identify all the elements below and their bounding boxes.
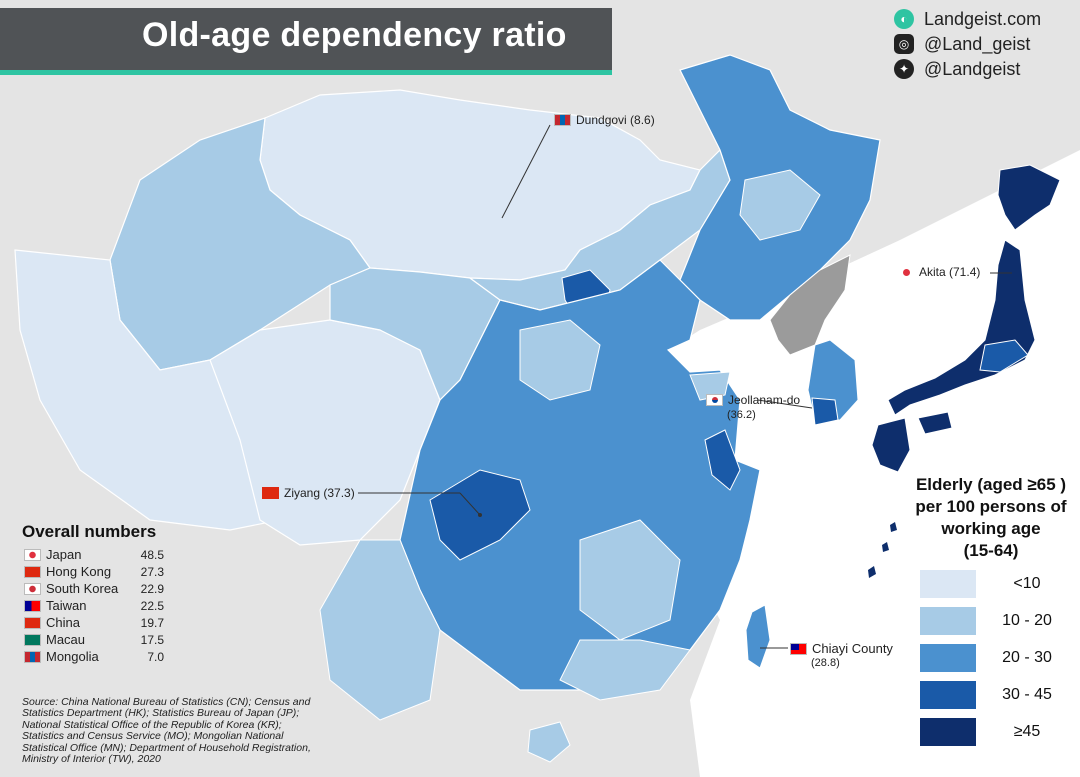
social-website-label: Landgeist.com	[924, 8, 1042, 29]
overall-row-name: Macau	[46, 632, 86, 647]
overall-row: Macau 17.5	[24, 631, 164, 648]
yellow-sea	[720, 360, 810, 470]
taiwan-flag-icon	[790, 642, 807, 655]
legend-title-line-4: (15-64)	[963, 541, 1019, 560]
region-southwest-light	[319, 539, 441, 721]
region-central-light2	[579, 519, 681, 641]
region-honshu-mid	[979, 339, 1029, 373]
callout-ziyang-label: Ziyang (37.3)	[284, 486, 355, 500]
callout-dundgovi: Dundgovi (8.6)	[554, 113, 655, 127]
region-north-korea	[769, 254, 851, 356]
mongolia-flag-icon	[24, 650, 41, 663]
region-taiwan	[745, 604, 771, 669]
overall-row-value: 19.7	[140, 615, 164, 630]
japan-flag-icon	[24, 548, 41, 561]
legend-label: 20 - 30	[1002, 649, 1052, 666]
callout-chiayi: Chiayi County	[790, 641, 893, 656]
legend-label: <10	[1013, 575, 1041, 592]
legend-label: ≥45	[1013, 723, 1041, 740]
china-flag-icon	[262, 487, 279, 499]
jeollanam-leader	[757, 399, 813, 409]
overall-row: South Korea 22.9	[24, 580, 164, 597]
callout-jeollanam: Jeollanam-do	[706, 393, 800, 407]
region-central-light1	[519, 319, 601, 401]
legend-swatch	[920, 681, 976, 709]
source-note: Source: China National Bureau of Statist…	[22, 696, 311, 766]
legend-label: 10 - 20	[1002, 612, 1052, 629]
social-website[interactable]: ◐ Landgeist.com	[894, 6, 1041, 32]
title-banner	[0, 8, 612, 75]
korea-flag-icon	[706, 394, 723, 406]
overall-row-value: 48.5	[140, 547, 164, 562]
callout-chiayi-value: (28.8)	[811, 657, 840, 669]
china-flag-icon	[24, 616, 41, 629]
overall-row-value: 7.0	[147, 649, 164, 664]
legend-swatch	[920, 570, 976, 598]
macau-flag-icon	[24, 633, 41, 646]
overall-row-value: 22.5	[140, 598, 164, 613]
region-jeollanam	[811, 397, 839, 426]
overall-row-name: Mongolia	[46, 649, 99, 664]
legend-label: 30 - 45	[1002, 686, 1052, 703]
taiwan-flag-icon	[24, 599, 41, 612]
hongkong-flag-icon	[24, 565, 41, 578]
mongolia-flag-icon	[554, 114, 571, 126]
overall-row: Japan 48.5	[24, 546, 164, 563]
region-hainan	[527, 721, 571, 763]
region-jiangsu-dark	[704, 429, 741, 491]
region-shandong-light	[689, 371, 731, 401]
japan-flag-icon	[903, 268, 910, 276]
page-title: Old-age dependency ratio	[142, 16, 567, 54]
region-hokkaido	[997, 164, 1061, 231]
ziyang-marker	[478, 513, 482, 517]
overall-row: Taiwan 22.5	[24, 597, 164, 614]
legend-swatch	[920, 644, 976, 672]
region-guangdong-light	[559, 639, 691, 701]
overall-row: China 19.7	[24, 614, 164, 631]
overall-title: Overall numbers	[22, 522, 157, 541]
overall-row-value: 17.5	[140, 632, 164, 647]
korea-flag-icon	[24, 582, 41, 595]
callout-akita: Akita (71.4)	[903, 265, 980, 279]
overall-row-value: 27.3	[140, 564, 164, 579]
twitter-icon: ✦	[894, 59, 914, 79]
overall-row-name: Taiwan	[46, 598, 87, 613]
ziyang-leader-2	[459, 492, 481, 516]
callout-chiayi-label: Chiayi County	[812, 641, 893, 656]
legend-title-line-1: Elderly (aged ≥65 )	[915, 475, 1067, 494]
legend-title: Elderly (aged ≥65 ) per 100 persons of w…	[902, 474, 1080, 562]
callout-ziyang: Ziyang (37.3)	[262, 486, 355, 500]
region-shikoku	[917, 411, 953, 435]
instagram-icon: ◎	[894, 34, 914, 54]
globe-icon: ◐	[894, 9, 914, 29]
overall-row-name: China	[46, 615, 80, 630]
region-heilongjiang-light	[739, 169, 821, 241]
overall-row-value: 22.9	[140, 581, 164, 596]
callout-dundgovi-label: Dundgovi (8.6)	[576, 113, 655, 127]
social-instagram[interactable]: ◎ @Land_geist	[894, 31, 1030, 57]
overall-row-name: Japan	[46, 547, 82, 562]
social-twitter-label: @Landgeist	[924, 58, 1021, 79]
region-okinawa-islands	[868, 522, 897, 578]
legend-title-line-2: per 100 persons of	[915, 497, 1067, 516]
region-kyushu	[871, 417, 911, 473]
legend-swatch	[920, 607, 976, 635]
legend-swatch	[920, 718, 976, 746]
legend-title-line-3: working age	[941, 519, 1041, 538]
social-instagram-label: @Land_geist	[924, 33, 1031, 54]
callout-akita-label: Akita (71.4)	[919, 265, 981, 279]
social-twitter[interactable]: ✦ @Landgeist	[894, 56, 1020, 82]
bohai-sea	[668, 328, 760, 372]
overall-row-name: Hong Kong	[46, 564, 112, 579]
overall-row-name: South Korea	[46, 581, 119, 596]
callout-jeollanam-label: Jeollanam-do	[728, 393, 801, 407]
callout-jeollanam-value: (36.2)	[727, 409, 756, 421]
dundgovi-leader	[501, 124, 551, 219]
overall-row: Mongolia 7.0	[24, 648, 164, 665]
overall-row: Hong Kong 27.3	[24, 563, 164, 580]
